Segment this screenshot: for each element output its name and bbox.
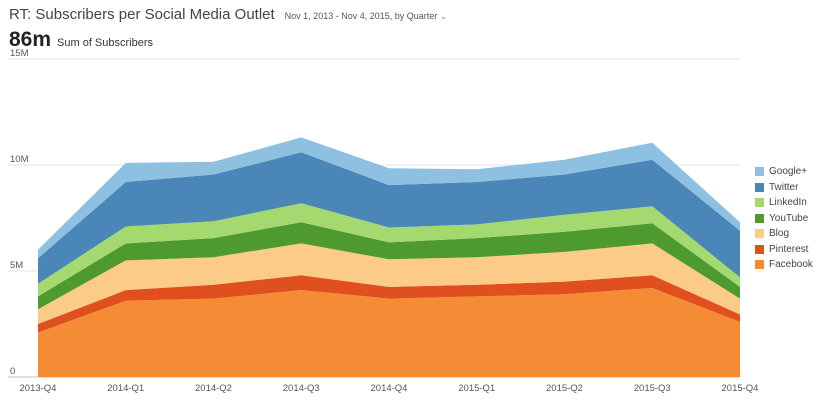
- legend-swatch: [755, 244, 764, 254]
- metric-summary: 86m Sum of Subscribers: [9, 28, 447, 52]
- legend-item[interactable]: Blog: [755, 226, 813, 242]
- legend-item[interactable]: LinkedIn: [755, 195, 813, 211]
- date-range-label: Nov 1, 2013 - Nov 4, 2015, by Quarter: [284, 11, 438, 21]
- legend-item[interactable]: Pinterest: [755, 242, 813, 258]
- chart-header: RT: Subscribers per Social Media Outlet …: [9, 6, 447, 52]
- area-blog[interactable]: [38, 243, 740, 324]
- legend-label: Google+: [769, 166, 808, 178]
- x-tick-label: 2014-Q1: [107, 383, 144, 394]
- legend-label: Blog: [769, 228, 790, 240]
- legend-label: YouTube: [769, 212, 809, 224]
- legend-swatch: [755, 260, 764, 270]
- legend-swatch: [755, 213, 764, 223]
- area-linkedin[interactable]: [38, 203, 740, 297]
- legend-label: LinkedIn: [769, 197, 807, 209]
- date-range-dropdown[interactable]: Nov 1, 2013 - Nov 4, 2015, by Quarter ⌄: [285, 11, 447, 21]
- legend-item[interactable]: Google+: [755, 164, 813, 180]
- y-tick-label: 5M: [10, 260, 23, 271]
- legend-swatch: [755, 167, 764, 177]
- title-row: RT: Subscribers per Social Media Outlet …: [9, 6, 447, 23]
- area-youtube[interactable]: [38, 222, 740, 310]
- area-facebook[interactable]: [38, 288, 740, 377]
- legend-swatch: [755, 198, 764, 208]
- area-pinterest[interactable]: [38, 275, 740, 333]
- x-tick-label: 2015-Q4: [722, 383, 759, 394]
- legend-swatch: [755, 229, 764, 239]
- area-twitter[interactable]: [38, 152, 740, 284]
- legend-label: Facebook: [769, 259, 813, 271]
- total-value: 86m: [9, 28, 52, 51]
- legend: Google+ Twitter LinkedIn YouTube Blog Pintere…: [755, 164, 813, 273]
- area-google-[interactable]: [38, 137, 740, 259]
- area-layer: [38, 137, 740, 377]
- chevron-down-icon[interactable]: ⌄: [440, 12, 447, 21]
- legend-label: Pinterest: [769, 243, 809, 255]
- legend-item[interactable]: Facebook: [755, 257, 813, 273]
- chart-title: RT: Subscribers per Social Media Outlet: [9, 6, 275, 23]
- total-label: Sum of Subscribers: [57, 37, 154, 49]
- x-tick-label: 2014-Q3: [283, 383, 320, 394]
- y-tick-label: 10M: [10, 154, 29, 165]
- x-tick-label: 2015-Q3: [634, 383, 671, 394]
- axis-layer: 0 5M 10M 15M 2013-Q4 2014-Q1 2014-Q2 2014-Q3 201…: [10, 48, 758, 394]
- legend-label: Twitter: [769, 181, 799, 193]
- x-tick-label: 2014-Q2: [195, 383, 232, 394]
- x-tick-label: 2013-Q4: [20, 383, 57, 394]
- x-tick-label: 2015-Q2: [546, 383, 583, 394]
- y-tick-label: 0: [10, 366, 15, 377]
- y-tick-label: 15M: [10, 48, 29, 59]
- legend-item[interactable]: Twitter: [755, 180, 813, 196]
- legend-swatch: [755, 182, 764, 192]
- x-tick-label: 2014-Q4: [371, 383, 408, 394]
- legend-item[interactable]: YouTube: [755, 211, 813, 227]
- x-tick-label: 2015-Q1: [458, 383, 495, 394]
